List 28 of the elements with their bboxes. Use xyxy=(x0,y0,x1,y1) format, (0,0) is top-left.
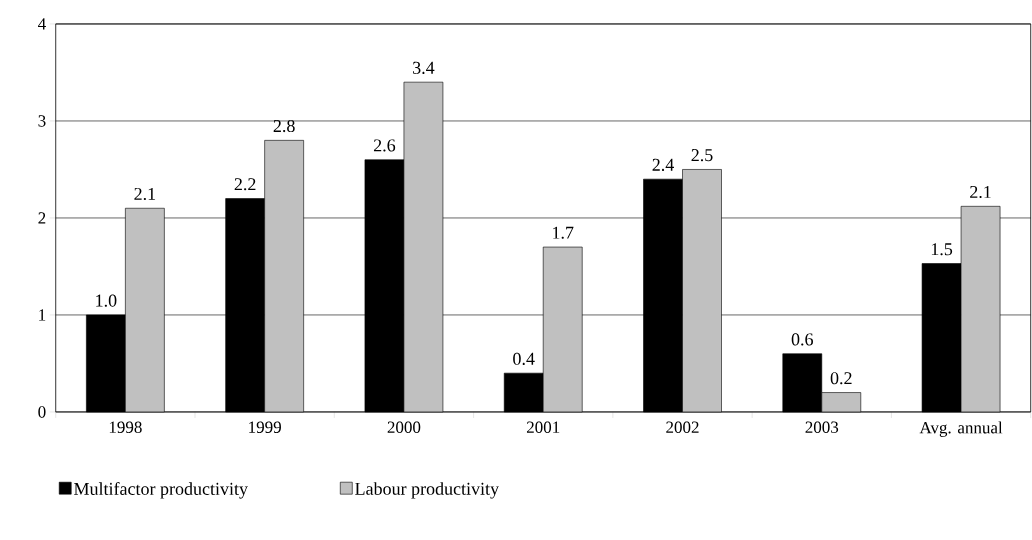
data-label: 2.2 xyxy=(234,178,256,191)
x-tick-label: Avg. annual xyxy=(919,421,1003,437)
y-tick-label: 4 xyxy=(38,18,46,30)
data-label: 2.4 xyxy=(652,158,674,171)
legend-label: Labour productivity xyxy=(355,482,499,499)
data-label: 2.1 xyxy=(970,185,991,199)
y-tick-label: 0 xyxy=(38,406,46,418)
y-tick-label: 2 xyxy=(38,212,46,224)
data-label: 0.2 xyxy=(830,372,852,385)
data-label: 1.0 xyxy=(96,294,117,307)
x-tick-label: 2002 xyxy=(666,421,699,433)
data-label: 2.8 xyxy=(273,119,295,133)
data-label: 0.6 xyxy=(791,333,814,346)
y-tick-label: 1 xyxy=(39,309,46,321)
data-label: 1.5 xyxy=(931,243,953,256)
x-tick-label: 1998 xyxy=(109,421,142,433)
x-tick-label: 2000 xyxy=(387,421,421,433)
legend-label: Multifactor productivity xyxy=(74,482,248,499)
x-tick-label: 2003 xyxy=(805,421,839,433)
data-label: 1.7 xyxy=(553,226,574,239)
data-label: 2.6 xyxy=(373,139,396,152)
data-label: 2.1 xyxy=(134,187,156,201)
data-label: 0.4 xyxy=(513,352,535,365)
data-label: 3.4 xyxy=(413,61,435,74)
x-tick-label: 2001 xyxy=(526,421,560,433)
y-tick-label: 3 xyxy=(38,115,46,127)
data-label: 2.5 xyxy=(691,149,713,162)
x-tick-label: 1999 xyxy=(249,421,281,433)
